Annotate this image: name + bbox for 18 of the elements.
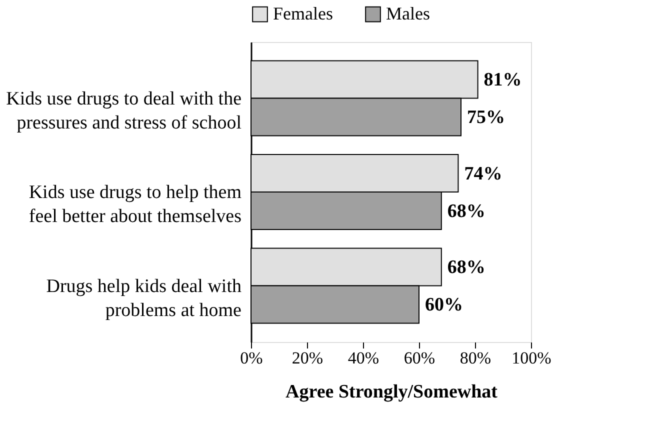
y-tick-label: Kids use drugs to help them feel better about themselves (28, 182, 242, 227)
x-tick-label: 0% (240, 348, 263, 368)
x-tick-label: 20% (292, 348, 324, 368)
data-label: 68% (447, 200, 486, 222)
legend-label: Females (273, 3, 333, 24)
x-tick-label: 60% (404, 348, 436, 368)
x-tick-label: 40% (348, 348, 380, 368)
legend-label: Males (386, 3, 430, 24)
data-label: 74% (464, 163, 502, 184)
data-label: 75% (467, 107, 505, 128)
y-tick-label: Kids use drugs to deal with the pressures and stress of school (6, 88, 242, 134)
data-label: 81% (484, 70, 522, 90)
data-label: 68% (447, 257, 486, 278)
x-axis-title: Agree Strongly/Somewhat (286, 382, 498, 402)
x-tick-label: 80% (460, 348, 492, 368)
x-tick-label: 100% (512, 348, 552, 368)
y-tick-label: Drugs help kids deal with problems at home (46, 276, 242, 321)
data-label: 60% (425, 294, 463, 316)
